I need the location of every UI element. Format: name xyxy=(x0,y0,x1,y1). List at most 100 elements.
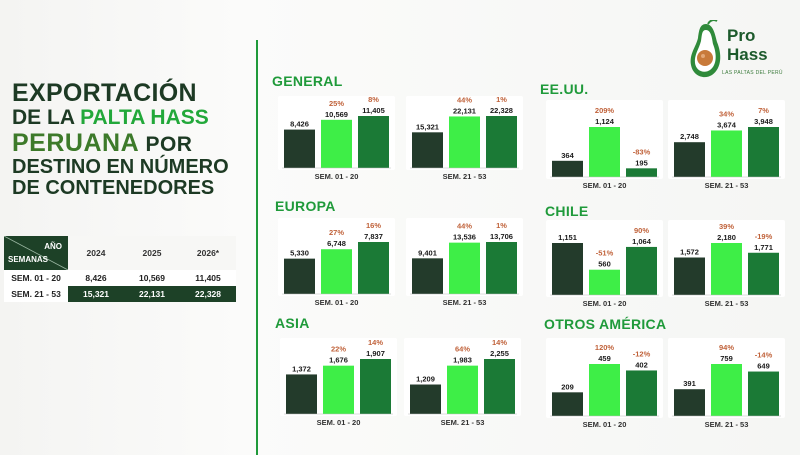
data-label: 1,124 xyxy=(595,117,615,126)
year-header-2025: 2025 xyxy=(124,236,180,270)
panel-title-chile: CHILE xyxy=(545,203,589,219)
corner-diagonal-line xyxy=(4,236,68,270)
percent-change-label: 1% xyxy=(496,95,507,104)
bar xyxy=(360,359,391,414)
panel-title-eeuu: EE.UU. xyxy=(540,81,589,97)
bar xyxy=(674,257,705,295)
panel-title-asia: ASIA xyxy=(275,315,310,331)
bar xyxy=(486,116,517,168)
percent-change-label: 27% xyxy=(329,228,344,237)
data-label: 1,372 xyxy=(292,364,311,373)
data-label: 402 xyxy=(635,360,648,369)
data-label: 10,569 xyxy=(325,110,348,119)
panel-title-otros-america: OTROS AMÉRICA xyxy=(544,316,667,332)
data-label: 13,536 xyxy=(453,233,476,242)
data-label: 3,948 xyxy=(754,117,773,126)
title-line-2-prefix: DE LA xyxy=(12,106,81,129)
table-cell: 15,321 xyxy=(68,286,124,302)
percent-change-label: 94% xyxy=(719,343,734,352)
bar xyxy=(626,246,657,295)
table-cell: 22,131 xyxy=(124,286,180,302)
percent-change-label: 209% xyxy=(595,106,615,115)
bar xyxy=(626,168,657,177)
data-label: 6,748 xyxy=(327,239,346,248)
chart-asia: 1,372 1,676 1,907 22% 14% SEM. 01 - 20 1,209 1,… xyxy=(280,338,521,427)
title-line-3-suffix: POR xyxy=(139,132,193,156)
year-header-2024: 2024 xyxy=(68,236,124,270)
table-cell: 22,328 xyxy=(180,286,236,302)
summary-table: AÑO SEMANAS 2024 2025 2026* SEM. 01 - 20… xyxy=(4,236,236,302)
data-label: 1,907 xyxy=(366,349,385,358)
percent-change-label: 25% xyxy=(329,99,344,108)
corner-weeks-label: SEMANAS xyxy=(8,255,49,264)
corner-year-label: AÑO xyxy=(44,242,62,251)
bar xyxy=(321,119,352,168)
percent-change-label: -19% xyxy=(755,232,773,241)
percent-change-label: 16% xyxy=(366,221,381,230)
category-label: SEM. 21 - 53 xyxy=(441,418,485,427)
table-corner-cell: AÑO SEMANAS xyxy=(4,236,68,270)
data-label: 1,209 xyxy=(416,375,435,384)
bar xyxy=(449,242,480,294)
bar xyxy=(412,258,443,294)
bar xyxy=(412,132,443,168)
bar xyxy=(552,160,583,177)
chart-otros-america: 209 459 402 120% -12% SEM. 01 - 20 391 759 649 94… xyxy=(546,338,785,429)
data-label: 1,064 xyxy=(632,237,652,246)
percent-change-label: 64% xyxy=(455,345,470,354)
chart-europa: 5,330 6,748 7,837 27% 16% SEM. 01 - 20 9,401 13… xyxy=(278,218,523,307)
title-line-3-main: PERUANA xyxy=(12,128,140,157)
percent-change-label: 7% xyxy=(758,106,769,115)
data-label: 7,837 xyxy=(364,232,383,241)
percent-change-label: 90% xyxy=(634,226,649,235)
bar xyxy=(484,359,515,414)
bar xyxy=(358,116,389,168)
bar xyxy=(748,371,779,416)
table-row: SEM. 01 - 20 8,426 10,569 11,405 xyxy=(4,270,236,286)
bar xyxy=(358,242,389,294)
title-line-2: DE LA PALTA HASS xyxy=(12,106,242,130)
data-label: 364 xyxy=(561,151,574,160)
table-cell: 8,426 xyxy=(68,270,124,286)
logo-text-hass: Hass xyxy=(727,45,768,64)
bar xyxy=(626,370,657,416)
bar xyxy=(711,364,742,416)
category-label: SEM. 21 - 53 xyxy=(705,181,749,190)
table-row: SEM. 21 - 53 15,321 22,131 22,328 xyxy=(4,286,236,302)
bar xyxy=(321,249,352,294)
table-cell: 11,405 xyxy=(180,270,236,286)
percent-change-label: 8% xyxy=(368,95,379,104)
data-label: 1,676 xyxy=(329,356,348,365)
bar xyxy=(589,269,620,295)
vertical-divider xyxy=(256,40,258,455)
category-label: SEM. 01 - 20 xyxy=(583,299,627,308)
category-label: SEM. 01 - 20 xyxy=(315,298,359,307)
year-header-2026: 2026* xyxy=(180,236,236,270)
chart-general: 8,426 10,569 11,405 25% 8% SEM. 01 - 20 15,321… xyxy=(278,95,523,181)
bar xyxy=(284,258,315,294)
bar xyxy=(589,127,620,177)
category-label: SEM. 01 - 20 xyxy=(583,181,627,190)
data-label: 759 xyxy=(720,354,733,363)
chart-eeuu: 364 1,124 195 209% -83% SEM. 01 - 20 2,748 3,67… xyxy=(546,100,785,190)
percent-change-label: 1% xyxy=(496,221,507,230)
data-label: 1,983 xyxy=(453,356,472,365)
title-line-1: EXPORTACIÓN xyxy=(12,79,197,107)
data-label: 1,771 xyxy=(754,243,773,252)
bar xyxy=(486,242,517,294)
category-label: SEM. 21 - 53 xyxy=(443,172,487,181)
category-label: SEM. 21 - 53 xyxy=(443,298,487,307)
percent-change-label: 34% xyxy=(719,109,734,118)
bar xyxy=(449,116,480,168)
data-label: 15,321 xyxy=(416,122,439,131)
percent-change-label: -12% xyxy=(633,349,651,358)
data-label: 3,674 xyxy=(717,120,737,129)
table-cell: 10,569 xyxy=(124,270,180,286)
bar xyxy=(552,392,583,416)
data-label: 22,131 xyxy=(453,106,476,115)
title-line-4: DESTINO EN NÚMERO xyxy=(12,155,229,178)
data-label: 459 xyxy=(598,354,611,363)
data-label: 8,426 xyxy=(290,120,309,129)
data-label: 1,151 xyxy=(558,233,577,242)
